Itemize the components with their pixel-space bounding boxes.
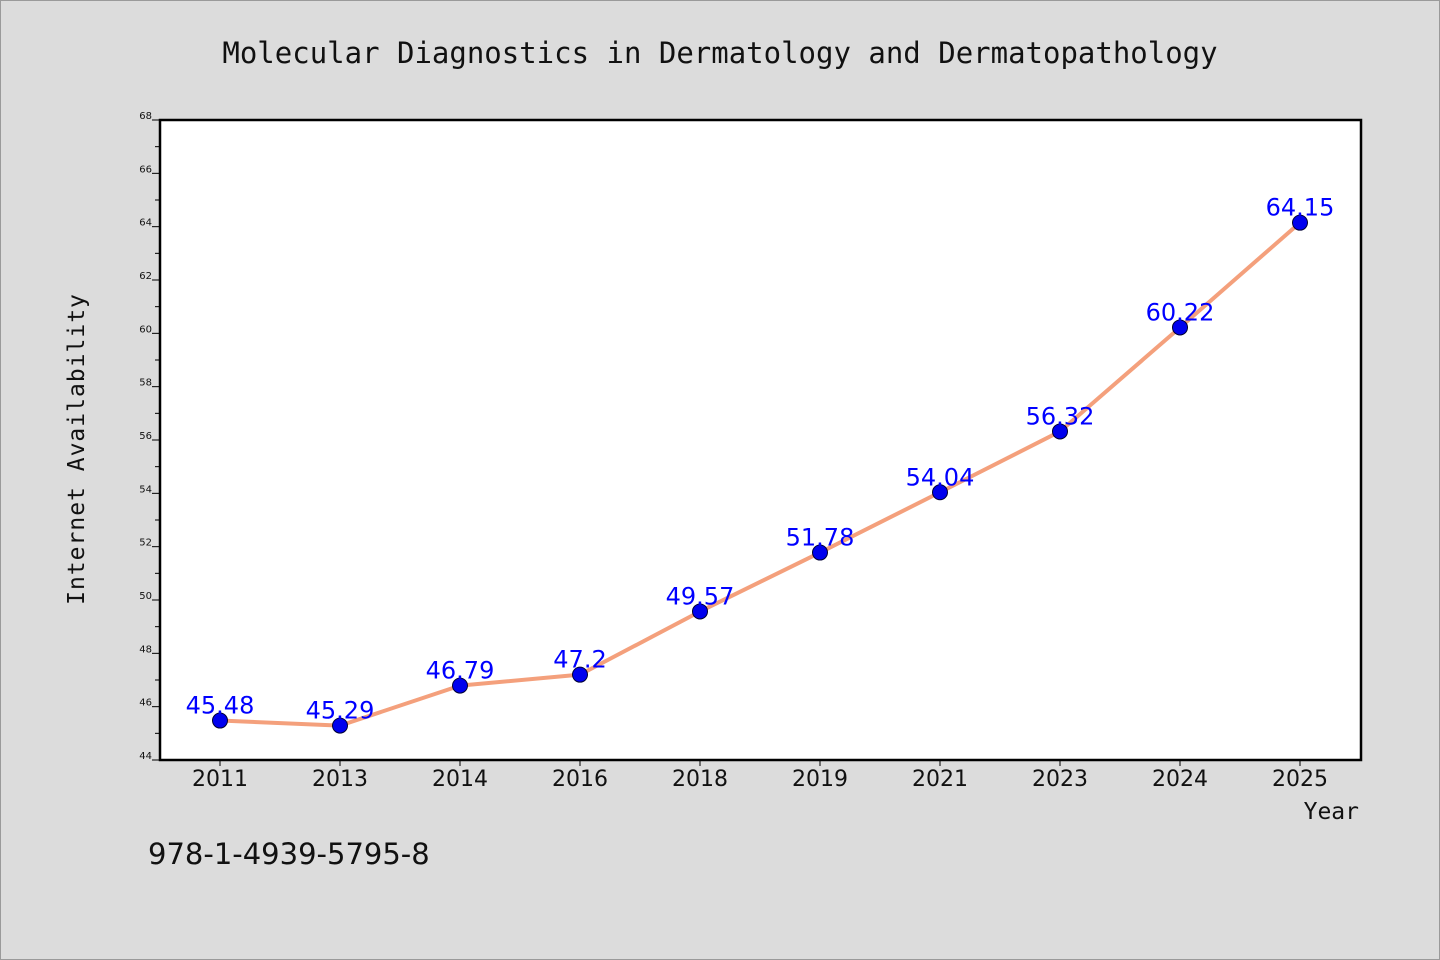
y-tick-label: 48 (139, 644, 152, 655)
plot-area (158, 118, 1363, 762)
y-tick-label: 52 (139, 538, 152, 549)
series-line (218, 220, 1302, 728)
y-tick-label: 50 (139, 591, 152, 602)
data-point (692, 603, 708, 620)
data-point (212, 712, 228, 729)
isbn-annotation: 978-1-4939-5795-8 (148, 837, 430, 871)
data-label: 45.48 (186, 692, 255, 720)
chart-title: Molecular Diagnostics in Dermatology and… (222, 36, 1217, 70)
data-label: 45.29 (306, 697, 375, 725)
x-tick-label: 2018 (672, 767, 728, 792)
data-label: 56.32 (1026, 402, 1095, 430)
x-axis-ticks: 2011 2013 2014 2016 2018 2019 2021 2023 2024 2025 (192, 760, 1328, 792)
y-tick-label: 68 (139, 111, 152, 122)
data-label: 49.57 (666, 582, 735, 610)
x-tick-label: 2014 (432, 767, 488, 792)
data-label: 54.04 (906, 463, 975, 491)
y-tick-label: 60 (139, 324, 152, 335)
y-tick-label: 58 (139, 378, 152, 389)
data-point (812, 544, 828, 561)
data-point (572, 666, 588, 683)
data-point (452, 677, 468, 694)
data-label: 46.79 (426, 657, 495, 685)
y-tick-label: 64 (139, 218, 152, 229)
data-label: 51.78 (786, 524, 855, 552)
x-tick-label: 2019 (792, 767, 848, 792)
y-axis-label: Internet Availability (64, 293, 90, 605)
y-axis-ticks: 44 46 48 50 52 54 56 58 60 62 64 66 68 (139, 111, 160, 762)
y-tick-label: 62 (139, 271, 152, 282)
data-point (1292, 214, 1308, 231)
x-tick-label: 2021 (912, 767, 968, 792)
y-tick-label: 66 (139, 164, 152, 175)
data-label: 47.2 (553, 646, 606, 674)
x-tick-label: 2013 (312, 767, 368, 792)
data-point (932, 484, 948, 501)
data-point (1172, 319, 1188, 336)
x-tick-label: 2016 (552, 767, 608, 792)
x-tick-label: 2024 (1152, 767, 1208, 792)
series-group (212, 214, 1308, 734)
y-tick-label: 56 (139, 431, 152, 442)
x-tick-label: 2025 (1272, 767, 1328, 792)
x-tick-label: 2023 (1032, 767, 1088, 792)
data-labels-group: 45.48 45.29 46.79 47.2 49.57 51.78 54.04 56.32 6… (186, 194, 1335, 725)
data-label: 60.22 (1146, 298, 1215, 326)
data-point (1052, 423, 1068, 440)
y-tick-label: 54 (139, 484, 152, 495)
x-tick-label: 2011 (192, 767, 248, 792)
y-tick-label: 44 (139, 751, 152, 762)
data-point (332, 717, 348, 734)
x-axis-label: Year (1304, 799, 1359, 825)
y-tick-label: 46 (139, 698, 152, 709)
data-label: 64.15 (1266, 194, 1335, 222)
